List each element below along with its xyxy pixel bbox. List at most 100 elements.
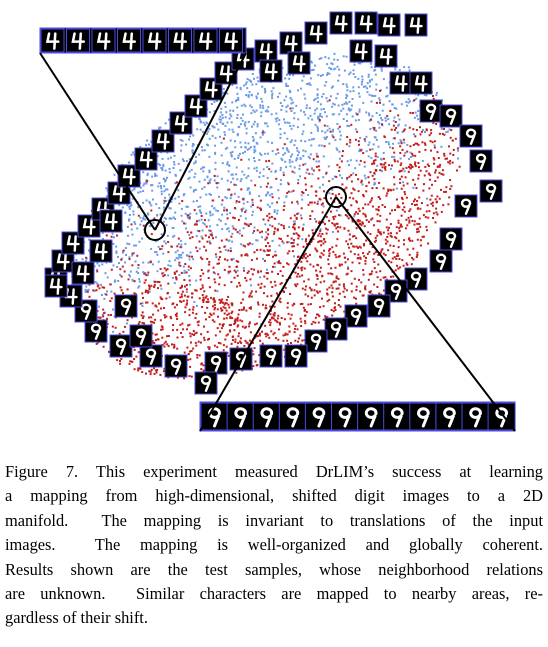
point [363,174,366,177]
point [286,121,289,124]
point [188,170,191,173]
point [324,240,327,243]
point [119,286,122,289]
point [181,139,184,142]
point [370,100,373,103]
point [155,203,158,206]
point [363,255,366,258]
digit-stroke [96,32,111,50]
point [380,67,383,70]
point [220,307,222,310]
point [337,304,340,306]
point [218,283,221,286]
point [427,242,430,245]
point [274,250,277,253]
point [279,183,282,186]
point [355,227,358,230]
point [249,146,252,149]
point [119,268,122,271]
digit-thumbnail [252,402,281,431]
point [319,114,321,117]
point [212,237,214,240]
point [395,226,398,229]
point [172,276,174,279]
point [342,55,345,58]
point [400,140,403,143]
point [250,80,253,83]
point [449,188,452,190]
point [306,255,309,258]
point [265,160,268,163]
point [382,252,385,255]
point [236,265,238,268]
point [221,228,224,231]
point [337,287,340,290]
pointer-line [39,52,156,231]
point [150,209,153,212]
point [338,193,341,196]
point [185,227,188,230]
point [290,237,293,240]
point [256,76,259,79]
point [198,297,201,300]
point [393,128,396,131]
point [220,141,223,144]
point [279,301,282,304]
point [232,216,235,219]
point [392,251,395,254]
point [418,223,421,225]
point [259,152,261,155]
point [236,178,239,181]
point [361,294,364,297]
point [335,277,338,280]
point [342,118,345,120]
digit-thumbnail [439,227,463,251]
point [345,143,348,146]
point [160,190,163,193]
point [268,216,271,219]
point [257,303,260,306]
point [166,151,169,154]
point [142,184,145,187]
point [241,234,244,237]
pointer-line [335,196,516,432]
point [379,99,382,102]
point [192,306,195,309]
point [96,285,99,288]
point [376,156,379,159]
point [354,167,357,170]
point [179,264,182,267]
point [188,258,191,261]
point [216,262,219,265]
point [205,318,207,321]
digit-stroke [465,128,477,145]
point [230,153,233,156]
point [343,285,345,288]
point [341,154,344,157]
point [400,175,403,178]
point [300,260,303,263]
point [436,151,439,154]
point [298,275,301,278]
point [391,257,394,260]
point [296,149,299,152]
point [377,209,380,212]
point [400,225,403,228]
point [338,68,341,71]
point [266,272,269,275]
point [346,215,349,218]
point [271,225,274,228]
digit-stroke [259,43,273,60]
point [165,224,168,227]
point [366,252,369,255]
point [267,242,270,244]
point [381,119,384,121]
point [153,217,156,220]
point [322,108,325,110]
point [267,106,270,109]
point [189,283,192,286]
point [331,231,334,233]
point [265,335,268,338]
point [167,157,170,160]
point [279,270,282,273]
